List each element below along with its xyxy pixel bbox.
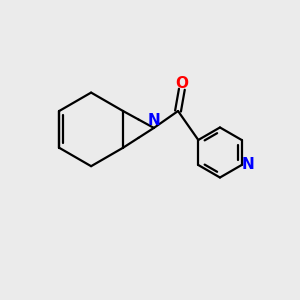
Text: N: N [242, 158, 254, 172]
Text: N: N [148, 113, 160, 128]
Text: O: O [176, 76, 188, 91]
